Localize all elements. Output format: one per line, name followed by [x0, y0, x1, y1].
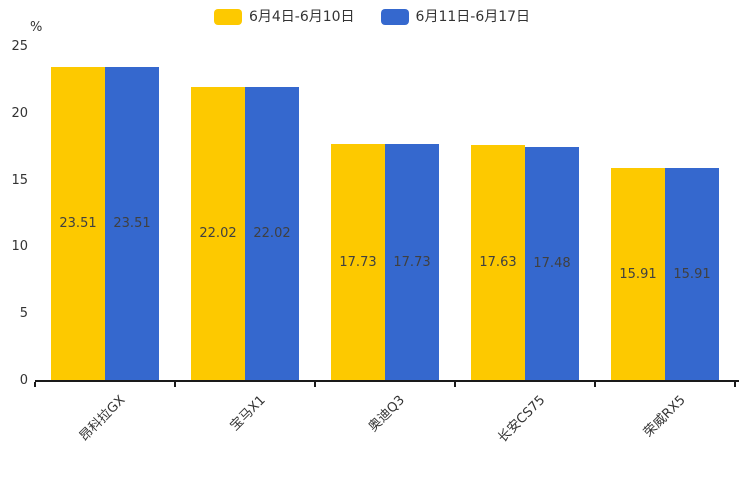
bar-昂科拉GX-series-2: 23.51	[105, 67, 159, 381]
x-axis-category-label: 宝马X1	[227, 392, 269, 434]
x-axis-category-label: 奥迪Q3	[366, 392, 409, 435]
bar-value-label: 17.63	[479, 255, 517, 270]
legend-item-series-1[interactable]: 6月4日-6月10日	[213, 8, 355, 26]
bar-奥迪Q3-series-1: 17.73	[331, 144, 385, 381]
plot-area: 23.51 23.51 22.02 22.02 17.73 17.73 17.63 17.48…	[35, 47, 735, 381]
legend-swatch-icon	[380, 9, 409, 25]
bar-value-label: 23.51	[113, 216, 151, 231]
y-axis-tick-label: 25	[11, 39, 28, 54]
bar-value-label: 17.73	[393, 254, 431, 270]
legend-swatch-icon	[213, 9, 242, 25]
x-axis-tick	[734, 382, 736, 387]
x-axis-tick	[454, 382, 456, 387]
x-axis-category-label: 昂科拉GX	[76, 392, 129, 445]
y-axis-unit-label: %	[30, 20, 43, 35]
bar-value-label: 17.48	[533, 256, 571, 271]
bar-value-label: 22.02	[199, 226, 237, 241]
bar-value-label: 15.91	[619, 266, 657, 282]
x-axis-category-labels: 昂科拉GX 宝马X1 奥迪Q3 长安CS75 荣威RX5	[35, 390, 735, 490]
bar-昂科拉GX-series-1: 23.51	[51, 67, 105, 381]
legend-item-series-2[interactable]: 6月11日-6月17日	[380, 8, 531, 26]
bar-宝马X1-series-1: 22.02	[191, 87, 245, 381]
y-axis-tick-label: 15	[11, 172, 28, 188]
bar-value-label: 23.51	[59, 216, 97, 231]
bar-奥迪Q3-series-2: 17.73	[385, 144, 439, 381]
x-axis-tick	[594, 382, 596, 387]
x-axis-tick	[314, 382, 316, 387]
legend-label: 6月11日-6月17日	[415, 9, 531, 25]
bar-长安CS75-series-2: 17.48	[525, 147, 579, 381]
y-axis-tick-label: 20	[11, 105, 28, 121]
x-axis-tick	[34, 382, 36, 387]
legend: 6月4日-6月10日 6月11日-6月17日	[0, 8, 744, 26]
bar-荣威RX5-series-2: 15.91	[665, 168, 719, 381]
x-axis-category-label: 荣威RX5	[640, 392, 689, 441]
x-axis-tick	[174, 382, 176, 387]
y-axis-tick-label: 5	[19, 306, 28, 322]
y-axis-tick-label: 10	[11, 239, 28, 255]
bar-荣威RX5-series-1: 15.91	[611, 168, 665, 381]
bar-长安CS75-series-1: 17.63	[471, 145, 525, 381]
x-axis-category-label: 长安CS75	[495, 392, 549, 446]
legend-label: 6月4日-6月10日	[248, 9, 355, 25]
bar-宝马X1-series-2: 22.02	[245, 87, 299, 381]
x-axis-line	[35, 380, 739, 382]
bar-value-label: 17.73	[339, 254, 377, 270]
bar-value-label: 15.91	[673, 266, 711, 282]
y-axis-tick-label: 0	[19, 373, 28, 388]
bar-value-label: 22.02	[253, 226, 291, 241]
